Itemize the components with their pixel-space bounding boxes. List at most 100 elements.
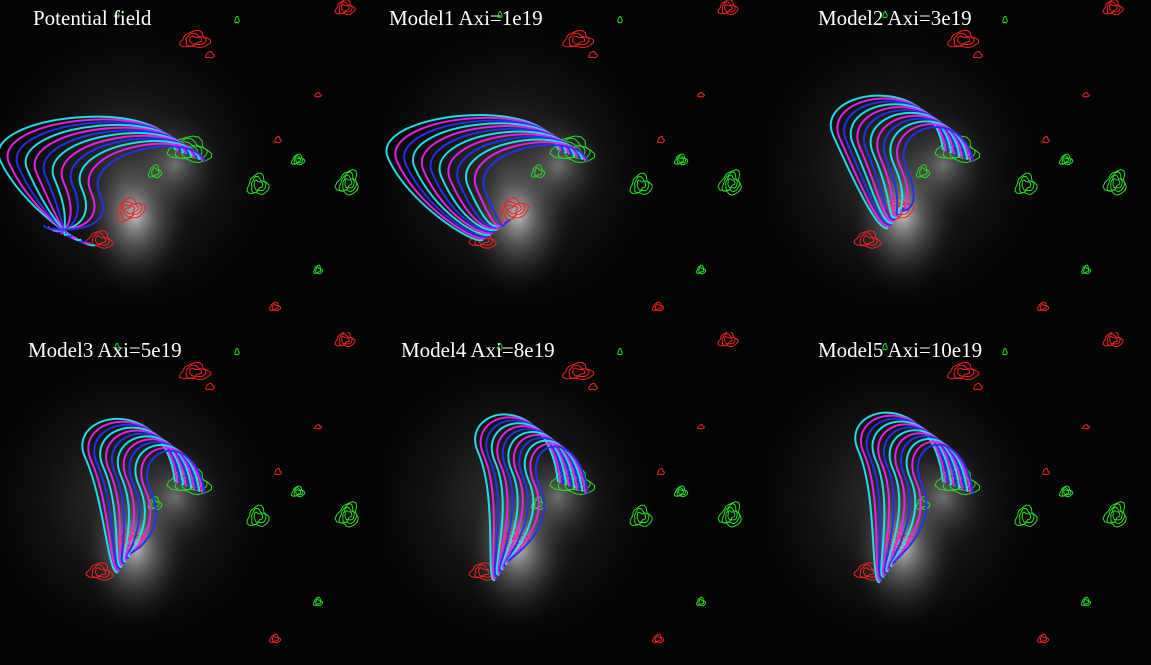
negative-polarity-contour: [651, 301, 665, 312]
positive-polarity-contour: [673, 485, 689, 498]
positive-polarity-contour: [717, 501, 742, 528]
positive-polarity-contour: [1102, 169, 1127, 196]
positive-polarity-contour: [696, 264, 707, 275]
negative-polarity-contour: [562, 29, 595, 49]
positive-polarity-contour: [1002, 348, 1008, 356]
panel-title: Potential field: [33, 6, 152, 30]
negative-polarity-contour: [1042, 468, 1050, 476]
positive-polarity-contour: [617, 16, 623, 24]
negative-polarity-contour: [588, 51, 599, 59]
negative-polarity-contour: [1102, 0, 1124, 16]
positive-polarity-contour: [882, 343, 888, 351]
positive-polarity-contour: [1014, 504, 1038, 527]
negative-polarity-contour: [651, 633, 665, 644]
negative-polarity-contour: [116, 196, 147, 223]
negative-polarity-contour: [853, 230, 882, 249]
positive-polarity-contour: [290, 153, 306, 166]
field-line: [420, 125, 570, 235]
field-lines: [474, 413, 589, 582]
negative-polarity-contour: [179, 361, 212, 381]
field-line: [456, 136, 581, 229]
magnetogram-image: [0, 332, 383, 665]
field-line: [429, 127, 573, 233]
field-line: [403, 119, 565, 238]
negative-polarity-contour: [697, 424, 705, 430]
magnetogram-image: [383, 0, 768, 332]
field-line: [447, 133, 579, 230]
negative-polarity-contour: [314, 424, 322, 430]
negative-polarity-contour: [274, 468, 282, 476]
negative-polarity-contour: [717, 332, 739, 348]
negative-polarity-contour: [1042, 136, 1050, 144]
bright-emission: [888, 105, 998, 225]
positive-polarity-contour: [629, 172, 653, 195]
magnetogram-image: [768, 332, 1151, 665]
negative-polarity-contour: [973, 383, 984, 391]
negative-polarity-contour: [205, 383, 216, 391]
negative-polarity-contour: [499, 196, 530, 223]
positive-polarity-contour: [290, 485, 306, 498]
panel-title: Model2 Axi=3e19: [818, 6, 972, 30]
positive-polarity-contour: [717, 169, 742, 196]
positive-polarity-contour: [530, 164, 546, 179]
positive-polarity-contour: [1081, 264, 1092, 275]
positive-polarity-contour: [313, 596, 324, 607]
positive-polarity-contour: [234, 16, 240, 24]
field-line: [901, 126, 974, 212]
positive-polarity-contour: [1058, 153, 1074, 166]
negative-polarity-contour: [657, 136, 665, 144]
negative-polarity-contour: [314, 92, 322, 98]
field-line: [130, 449, 206, 554]
magnetogram-image: [383, 332, 768, 665]
field-line: [473, 141, 587, 227]
negative-polarity-contour: [1102, 332, 1124, 348]
positive-polarity-contour: [334, 501, 359, 528]
negative-polarity-contour: [85, 562, 114, 581]
negative-polarity-contour: [334, 0, 356, 16]
field-line: [438, 130, 576, 232]
positive-polarity-contour: [1002, 16, 1008, 24]
negative-polarity-contour: [657, 468, 665, 476]
positive-polarity-contour: [629, 504, 653, 527]
negative-polarity-contour: [947, 361, 980, 381]
negative-polarity-contour: [179, 29, 212, 49]
positive-polarity-contour: [246, 504, 270, 527]
field-line: [394, 116, 562, 240]
field-line: [892, 443, 974, 564]
positive-polarity-contour: [234, 348, 240, 356]
negative-polarity-contour: [973, 51, 984, 59]
panel-model1: Model1 Axi=1e19: [383, 0, 768, 332]
positive-polarity-contour: [882, 11, 888, 19]
positive-polarity-contour: [334, 169, 359, 196]
positive-polarity-contour: [114, 11, 120, 19]
negative-polarity-contour: [717, 0, 739, 16]
positive-polarity-contour: [313, 264, 324, 275]
panel-model4: Model4 Axi=8e19: [383, 332, 768, 665]
positive-polarity-contour: [673, 153, 689, 166]
negative-polarity-contour: [268, 633, 282, 644]
panel-potential-field: Potential field: [0, 0, 383, 332]
field-lines: [854, 411, 974, 584]
negative-polarity-contour: [205, 51, 216, 59]
positive-polarity-contour: [915, 164, 931, 179]
negative-polarity-contour: [1036, 633, 1050, 644]
positive-polarity-contour: [114, 343, 120, 351]
negative-polarity-contour: [274, 136, 282, 144]
positive-polarity-contour: [497, 343, 503, 351]
negative-polarity-contour: [85, 230, 114, 249]
negative-polarity-contour: [268, 301, 282, 312]
negative-polarity-contour: [947, 29, 980, 49]
positive-polarity-contour: [617, 348, 623, 356]
positive-polarity-contour: [1058, 485, 1074, 498]
positive-polarity-contour: [1081, 596, 1092, 607]
negative-polarity-contour: [562, 361, 595, 381]
positive-polarity-contour: [1014, 172, 1038, 195]
negative-polarity-contour: [1036, 301, 1050, 312]
field-line: [385, 114, 559, 242]
field-line: [465, 138, 584, 228]
panel-title: Model4 Axi=8e19: [401, 338, 555, 362]
positive-polarity-contour: [1102, 501, 1127, 528]
positive-polarity-contour: [147, 164, 163, 179]
field-lines: [829, 94, 974, 230]
